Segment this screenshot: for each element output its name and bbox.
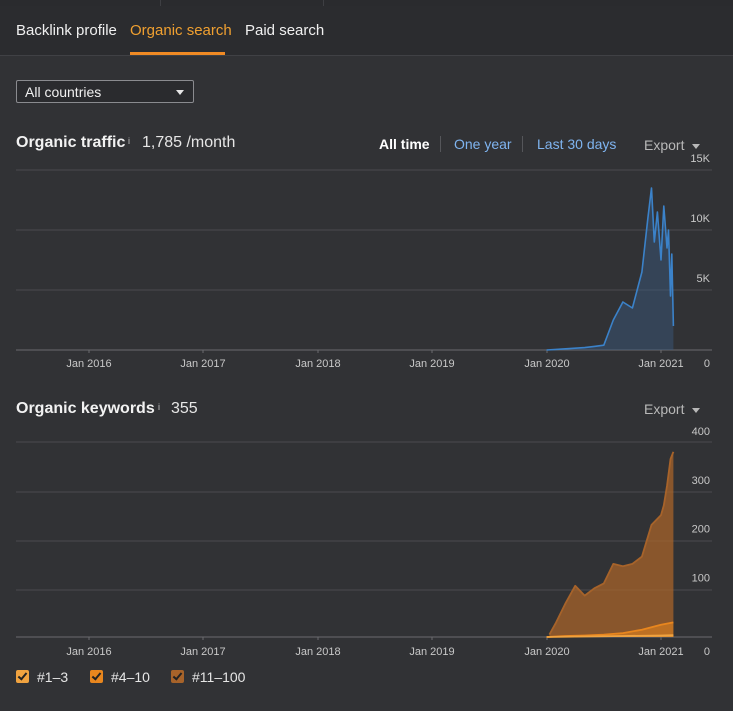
x-tick-label: Jan 2021	[638, 646, 683, 658]
y-tick-label: 10K	[690, 213, 710, 225]
info-icon[interactable]: i	[128, 136, 130, 146]
x-tick-label: Jan 2018	[295, 358, 340, 370]
organic-traffic-value: 1,785 /month	[142, 134, 236, 151]
range-divider	[440, 136, 441, 152]
y-tick-label: 300	[692, 475, 710, 487]
keywords-export-button[interactable]: Export	[644, 401, 701, 417]
chevron-down-icon	[692, 407, 701, 413]
y-tick-label: 15K	[690, 153, 710, 165]
x-tick-label: Jan 2016	[66, 358, 111, 370]
range-divider	[522, 136, 523, 152]
traffic-export-button[interactable]: Export	[644, 137, 701, 153]
y-tick-label: 100	[692, 572, 710, 584]
organic-keywords-value: 355	[171, 400, 198, 417]
range-all-time[interactable]: All time	[379, 136, 430, 152]
organic-traffic-title: Organic traffic	[16, 134, 126, 151]
checkbox-icon	[90, 670, 103, 683]
export-label: Export	[644, 137, 685, 153]
tab-backlink-profile[interactable]: Backlink profile	[16, 22, 117, 39]
chevron-down-icon	[176, 90, 184, 95]
tab-paid-search[interactable]: Paid search	[245, 22, 325, 39]
range-last-30-days[interactable]: Last 30 days	[537, 136, 617, 152]
x-tick-label: Jan 2020	[524, 646, 569, 658]
chevron-down-icon	[692, 143, 701, 149]
top-strip-divider	[160, 0, 161, 6]
x-tick-label: Jan 2017	[180, 646, 225, 658]
tab-bar: Backlink profile Organic search Paid sea…	[0, 6, 733, 56]
legend-label: #1–3	[37, 669, 69, 685]
checkbox-icon	[16, 670, 29, 683]
organic-traffic-chart: Jan 2016 Jan 2017 Jan 2018 Jan 2019 Jan 2020…	[16, 153, 712, 370]
country-select-value: All countries	[25, 84, 102, 100]
active-tab-indicator	[130, 52, 225, 55]
y-tick-label: 0	[704, 646, 710, 658]
legend-label: #11–100	[192, 669, 246, 685]
x-tick-label: Jan 2016	[66, 646, 111, 658]
keywords-area	[549, 451, 674, 637]
tab-organic-search[interactable]: Organic search	[130, 22, 232, 39]
checkbox-icon	[171, 670, 184, 683]
x-tick-label: Jan 2019	[409, 646, 454, 658]
y-tick-label: 0	[704, 358, 710, 370]
x-tick-label: Jan 2020	[524, 358, 569, 370]
keywords-area	[546, 622, 674, 637]
info-icon[interactable]: i	[158, 402, 160, 412]
x-tick-label: Jan 2017	[180, 358, 225, 370]
y-tick-label: 5K	[697, 273, 711, 285]
keywords-line	[548, 451, 675, 636]
x-tick-label: Jan 2019	[409, 358, 454, 370]
y-tick-label: 400	[692, 426, 710, 438]
x-tick-label: Jan 2018	[295, 646, 340, 658]
traffic-area	[546, 188, 674, 350]
range-one-year[interactable]: One year	[454, 136, 512, 152]
legend-label: #4–10	[111, 669, 150, 685]
keywords-line	[546, 634, 674, 638]
organic-keywords-chart: Jan 2016 Jan 2017 Jan 2018 Jan 2019 Jan 2020…	[16, 426, 712, 658]
y-tick-label: 200	[692, 524, 710, 536]
top-strip	[0, 0, 733, 6]
organic-keywords-title: Organic keywords	[16, 400, 155, 417]
export-label: Export	[644, 401, 685, 417]
country-select[interactable]: All countries	[16, 80, 194, 103]
traffic-line	[546, 187, 675, 351]
x-tick-label: Jan 2021	[638, 358, 683, 370]
top-strip-divider	[323, 0, 324, 6]
